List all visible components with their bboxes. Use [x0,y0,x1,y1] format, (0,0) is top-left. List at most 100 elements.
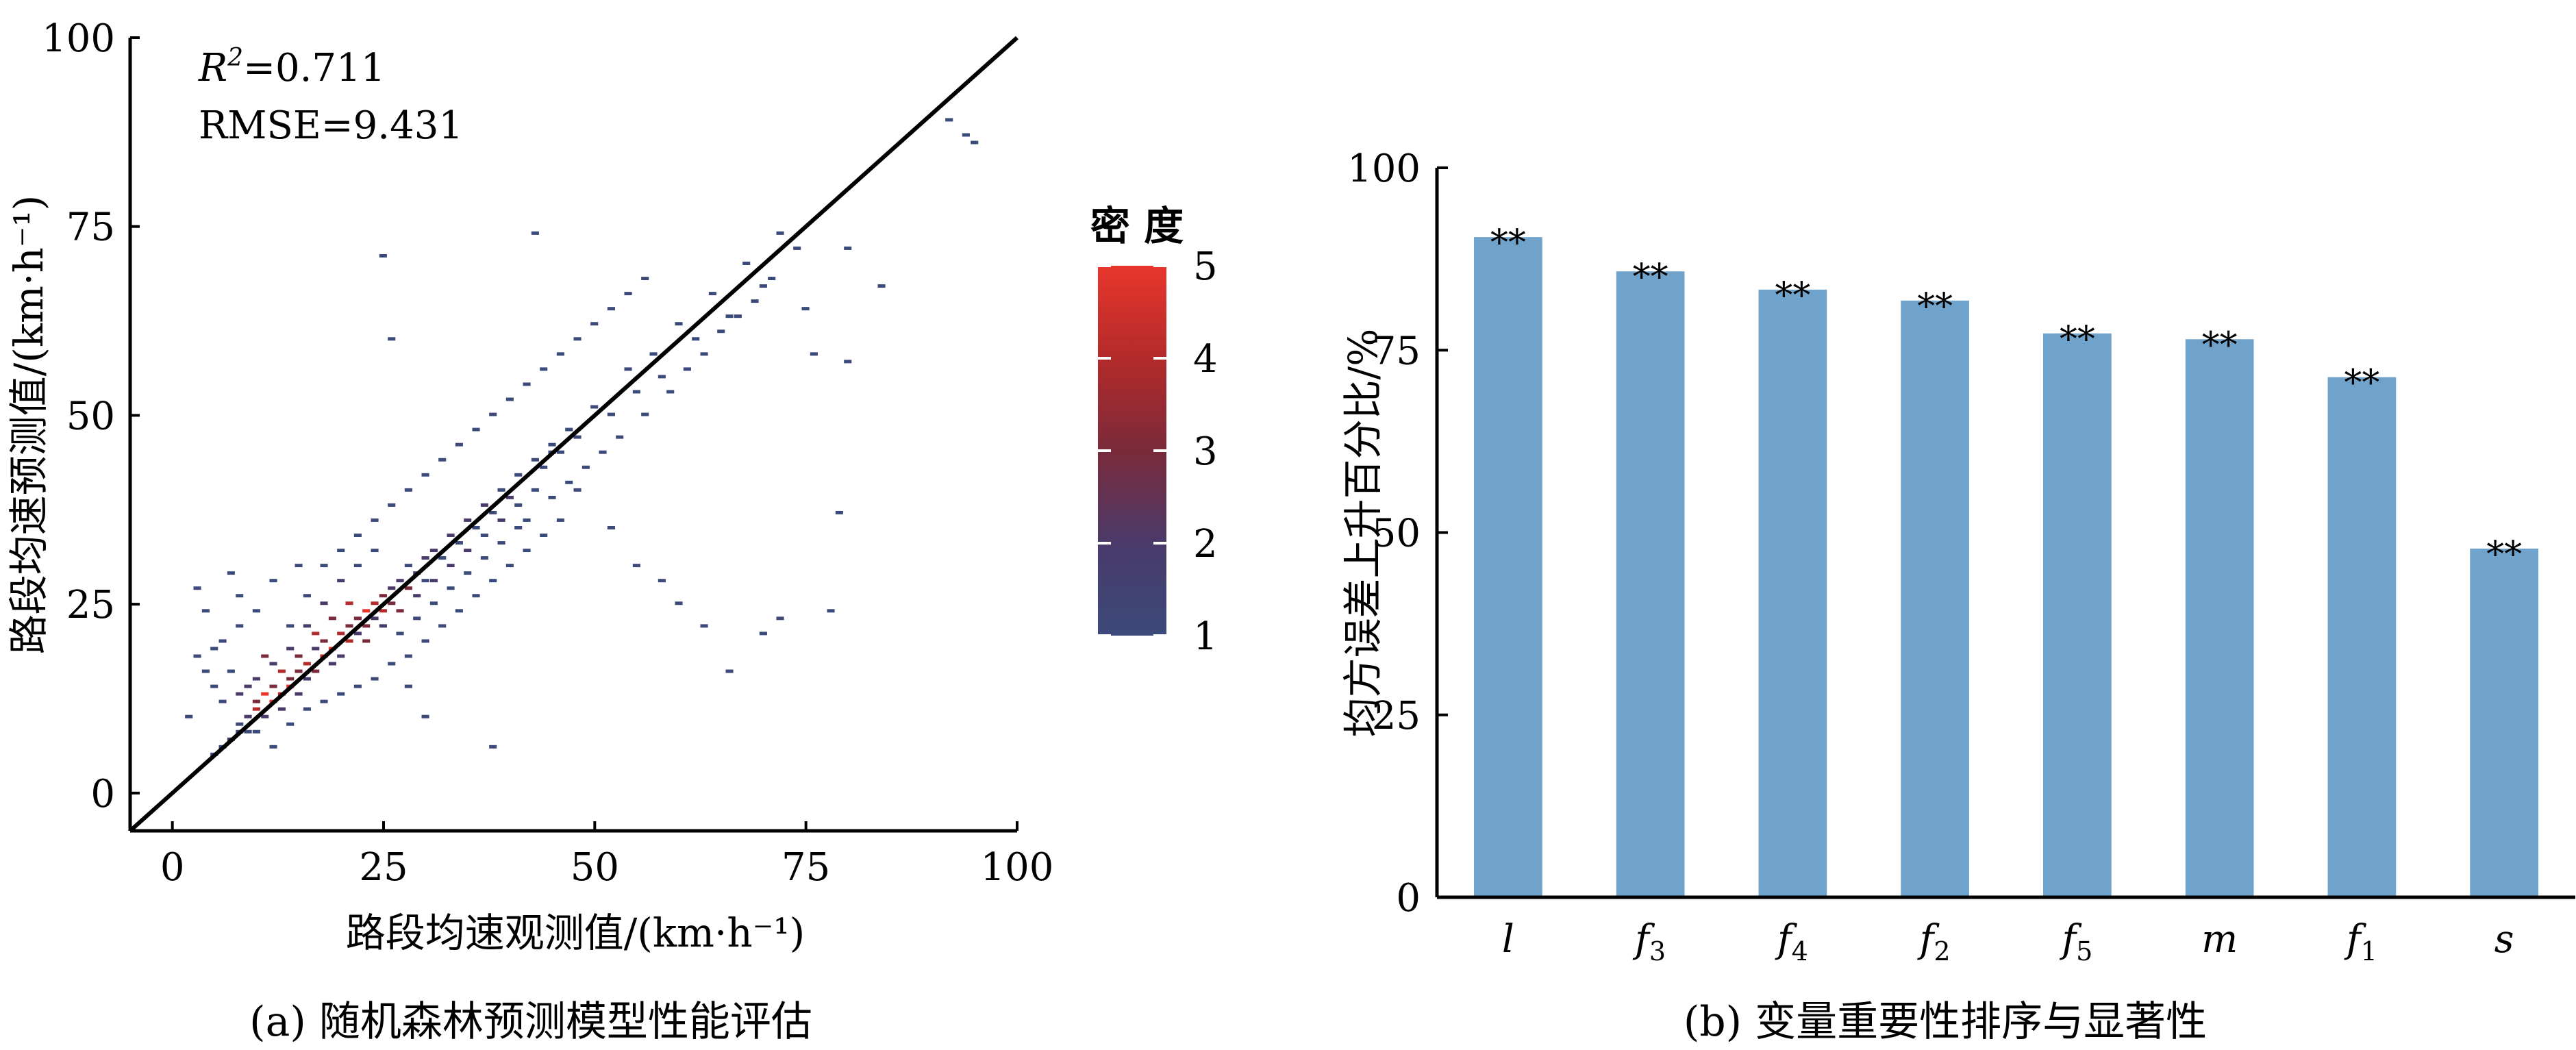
y-tick-label: 75 [66,205,115,250]
x-tick-label: 100 [981,845,1054,890]
density-cell [480,503,488,507]
density-cell [236,594,244,598]
density-cell [759,284,767,288]
density-cell [362,609,371,613]
y-axis-label: 路段均速预测值/(km·h⁻¹) [5,195,52,655]
density-cell [193,654,201,658]
density-cell [269,579,277,583]
colorbar-tick-label: 1 [1193,614,1218,659]
colorbar-tick-label: 3 [1193,429,1218,474]
x-tick-label: 50 [571,845,619,890]
density-cell [252,677,260,681]
density-cell [388,503,396,507]
density-cell [261,692,269,696]
colorbar-ticks: 1 2 3 4 5 [1098,245,1218,659]
density-cell [945,118,953,122]
density-cell [252,707,260,711]
density-cell [236,624,244,628]
y-tick-label: 50 [66,394,115,438]
density-cell [218,639,227,643]
y-ticks: 0 25 50 75 100 [42,16,140,816]
density-cell [742,261,751,265]
significance-label: ** [2486,534,2522,575]
density-cell [971,140,979,145]
density-cell [185,714,193,718]
density-cell [505,397,514,401]
density-cell [421,639,429,643]
x-tick-label: m [2201,917,2238,962]
density-cell [277,669,286,673]
density-cell [675,322,683,326]
density-cell [404,586,412,590]
density-cell [734,314,742,318]
density-cell [269,662,277,666]
density-cell [590,322,599,326]
density-cell [793,246,801,250]
x-tick-label: l [1502,917,1514,962]
b-y-axis-label: 均方误差上升百分比/% [1340,329,1386,738]
density-cell [624,292,632,296]
density-cell [523,382,531,386]
density-cell [362,624,371,628]
density-cell [303,662,311,666]
density-cell [480,534,488,537]
density-cell [371,616,379,621]
density-cell [429,549,438,553]
density-cell [632,390,640,394]
density-cell [303,707,311,711]
density-cell [244,714,252,718]
density-cell [337,632,345,636]
density-cell [286,647,295,651]
bar [1901,300,1969,898]
density-cell [548,495,556,499]
density-cell [877,284,886,288]
density-cell [295,669,303,673]
density-cell [379,594,387,598]
density-cell [607,525,615,529]
density-cell [236,692,244,696]
density-cell [489,579,497,583]
density-cell [835,510,843,514]
density-cell [371,549,379,553]
density-cell [379,253,387,258]
density-cell [421,579,429,583]
density-cell [531,458,539,462]
density-cell [489,510,497,514]
density-cell [320,601,328,605]
density-cell [286,624,295,628]
density-cell [252,699,260,703]
density-cell [505,564,514,568]
density-cell [312,647,320,651]
density-cell [345,639,353,643]
density-cell [261,714,269,718]
density-cell [658,579,666,583]
density-cell [447,564,455,568]
x-tick-label: f5 [2059,917,2092,966]
density-cell [464,518,472,522]
significance-label: ** [1490,223,1526,264]
density-cell [438,556,447,560]
bar [2185,339,2254,897]
density-cell [353,632,362,636]
density-cell [725,669,734,673]
density-cell [540,534,548,537]
density-cell [582,465,590,469]
density-cell [666,390,675,394]
identity-line [129,36,1018,833]
density-cell [455,442,463,447]
density-cell [573,435,582,439]
y-tick-label: 0 [1396,876,1421,921]
density-cell [345,601,353,605]
density-cell [725,314,734,318]
density-cell [455,609,463,613]
density-cell [717,329,725,334]
density-cell [295,692,303,696]
density-cell [404,654,412,658]
density-cell [649,352,658,356]
density-cell [599,450,607,454]
density-cell [337,692,345,696]
density-cell [286,677,295,681]
density-cell [641,277,649,281]
density-cell [776,616,784,621]
